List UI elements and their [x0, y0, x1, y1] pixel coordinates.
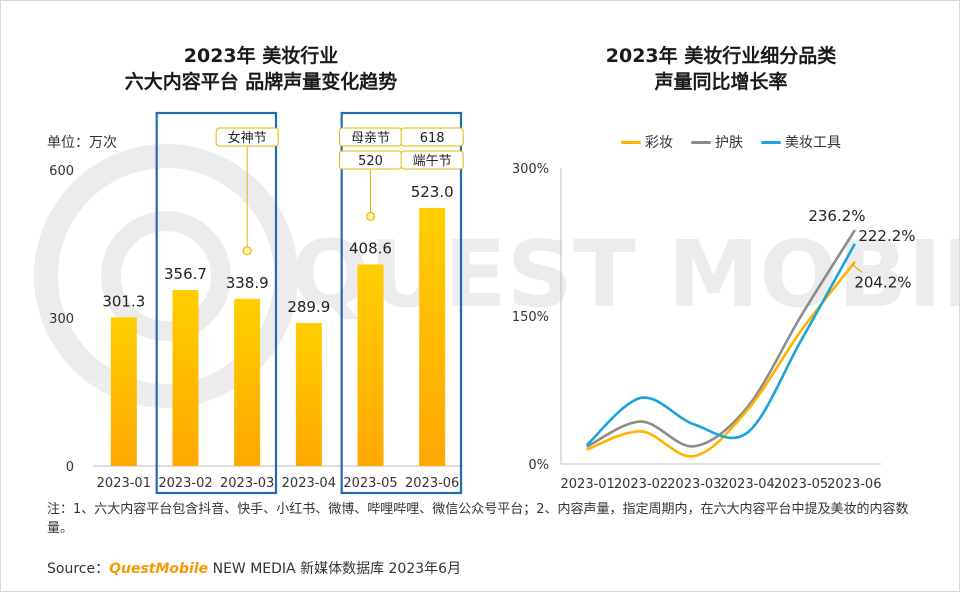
watermark: QUEST MOBILE	[34, 144, 959, 408]
annotation-box	[400, 127, 464, 147]
line-chart: 0%150%300%2023-01 2023-02 2023-03 2023-04 20…	[512, 162, 916, 492]
annotation-dot	[242, 246, 252, 256]
left-title-line-1: 2023年 美妆行业	[183, 45, 339, 67]
source-line: Source：QuestMobile NEW MEDIA 新媒体数据库 2023…	[47, 558, 461, 578]
source-rest: NEW MEDIA 新媒体数据库 2023年6月	[208, 561, 462, 577]
bar	[357, 264, 384, 466]
line-y-tick-label: 0%	[528, 458, 549, 473]
watermark-ring-inner	[101, 211, 231, 341]
annotation-label: 端午节	[413, 154, 452, 169]
bar	[419, 207, 446, 466]
source-brand: QuestMobile	[109, 561, 209, 577]
line-x-tick-label: 2023-02	[614, 477, 668, 492]
series-end-label: 222.2%	[858, 227, 915, 245]
bar-x-tick-label: 2023-03	[220, 476, 274, 491]
series-end-leader	[852, 264, 863, 273]
legend-item-meizhuang-tools: 美妆工具	[761, 132, 841, 152]
left-title-line-2: 六大内容平台 品牌声量变化趋势	[124, 71, 398, 93]
bar	[110, 317, 137, 466]
legend-swatch-caizhuang	[621, 140, 641, 144]
bar-value-label: 338.9	[226, 274, 269, 292]
annotation-box	[215, 127, 279, 147]
annotation-dot	[365, 211, 376, 222]
series-line	[586, 243, 856, 446]
bar	[295, 322, 322, 466]
highlight-box	[340, 111, 463, 495]
bar-x-tick-label: 2023-02	[158, 476, 212, 491]
watermark-text: QUEST MOBILE	[291, 221, 959, 328]
line-x-tick-label: 2023-05	[774, 477, 828, 492]
annotation-label: 618	[420, 131, 445, 146]
annotation-label: 母亲节	[351, 131, 390, 146]
series-line	[586, 229, 856, 448]
bar-value-label: 289.9	[287, 298, 330, 316]
right-title-line-1: 2023年 美妆行业细分品类	[605, 45, 837, 67]
footnote: 注：1、六大内容平台包含抖音、快手、小红书、微博、哔哩哔哩、微信公众号平台；2、…	[47, 502, 909, 536]
bar-y-tick-label: 300	[49, 312, 74, 327]
bar	[234, 298, 261, 466]
series-end-label: 236.2%	[808, 207, 865, 225]
bar-x-tick-label: 2023-05	[343, 476, 397, 491]
bar-y-tick-label: 600	[49, 164, 74, 179]
series-end-label: 204.2%	[854, 274, 911, 292]
watermark-ring-outer	[34, 144, 298, 408]
bar-y-tick-label: 0	[66, 460, 74, 475]
right-chart-title: 2023年 美妆行业细分品类 声量同比增长率	[521, 43, 921, 95]
source-prefix: Source：	[47, 561, 110, 577]
line-x-tick-label: 2023-04	[721, 477, 775, 492]
left-chart-title: 2023年 美妆行业 六大内容平台 品牌声量变化趋势	[61, 43, 461, 95]
series-line	[586, 261, 856, 458]
annotation-label: 520	[358, 154, 383, 169]
line-x-tick-label: 2023-01	[561, 477, 615, 492]
line-y-tick-label: 150%	[512, 310, 549, 325]
legend-label-meizhuang-tools: 美妆工具	[785, 135, 841, 151]
bar-chart: 0 300 600 301.3 2023-01 356.7 2023-02 338.9 2023…	[49, 111, 464, 495]
bar-value-label: 356.7	[164, 265, 207, 283]
annotation-box	[400, 150, 464, 170]
legend-label-hufu: 护肤	[715, 135, 743, 151]
legend-label-caizhuang: 彩妆	[645, 135, 673, 151]
bar-x-tick-label: 2023-04	[282, 476, 336, 491]
line-y-tick-label: 300%	[512, 162, 549, 177]
line-x-tick-label: 2023-03	[667, 477, 721, 492]
bar-value-label: 523.0	[411, 183, 454, 201]
highlight-box	[155, 111, 278, 495]
bar-x-tick-label: 2023-06	[405, 476, 459, 491]
bar-x-tick-label: 2023-01	[97, 476, 151, 491]
right-title-line-2: 声量同比增长率	[654, 71, 788, 93]
legend-item-hufu: 护肤	[691, 132, 743, 152]
bar-value-label: 408.6	[349, 239, 392, 257]
bar-value-label: 301.3	[102, 292, 145, 310]
legend-swatch-meizhuang-tools	[761, 140, 781, 144]
line-x-tick-label: 2023-06	[827, 477, 881, 492]
annotation-label: 女神节	[228, 130, 267, 146]
unit-label: 单位：万次	[47, 135, 117, 151]
legend-item-caizhuang: 彩妆	[621, 132, 673, 152]
line-chart-legend: 彩妆 护肤 美妆工具	[621, 132, 841, 152]
legend-swatch-hufu	[691, 140, 711, 144]
bar	[172, 290, 199, 466]
